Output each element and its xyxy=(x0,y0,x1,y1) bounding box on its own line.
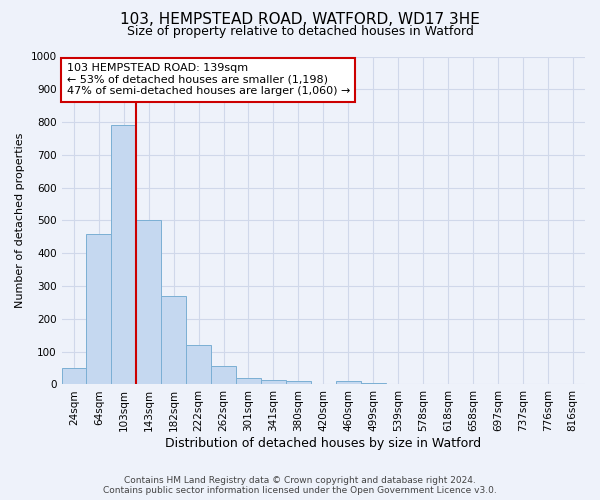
Text: Size of property relative to detached houses in Watford: Size of property relative to detached ho… xyxy=(127,25,473,38)
Y-axis label: Number of detached properties: Number of detached properties xyxy=(15,133,25,308)
Bar xyxy=(261,380,286,384)
X-axis label: Distribution of detached houses by size in Watford: Distribution of detached houses by size … xyxy=(165,437,481,450)
Bar xyxy=(286,381,311,384)
Bar xyxy=(136,220,161,384)
Bar xyxy=(112,126,136,384)
Bar xyxy=(336,381,361,384)
Bar xyxy=(186,345,211,385)
Bar xyxy=(361,383,386,384)
Text: 103, HEMPSTEAD ROAD, WATFORD, WD17 3HE: 103, HEMPSTEAD ROAD, WATFORD, WD17 3HE xyxy=(120,12,480,28)
Bar xyxy=(86,234,112,384)
Bar xyxy=(62,368,86,384)
Bar xyxy=(236,378,261,384)
Text: 103 HEMPSTEAD ROAD: 139sqm
← 53% of detached houses are smaller (1,198)
47% of s: 103 HEMPSTEAD ROAD: 139sqm ← 53% of deta… xyxy=(67,63,350,96)
Bar xyxy=(211,366,236,384)
Bar xyxy=(161,296,186,384)
Text: Contains HM Land Registry data © Crown copyright and database right 2024.
Contai: Contains HM Land Registry data © Crown c… xyxy=(103,476,497,495)
